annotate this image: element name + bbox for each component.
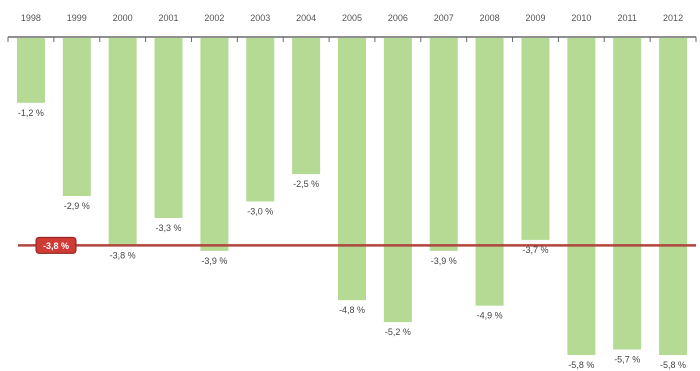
bar <box>108 38 137 246</box>
value-label: -3,8 % <box>110 250 136 260</box>
bar <box>200 38 229 251</box>
year-label: 2010 <box>571 13 591 23</box>
bar <box>475 38 504 306</box>
reference-label: -3,8 % <box>43 241 69 251</box>
year-label: 2000 <box>113 13 133 23</box>
year-label: 2001 <box>159 13 179 23</box>
value-label: -3,9 % <box>201 256 227 266</box>
value-label: -3,9 % <box>431 256 457 266</box>
year-label: 2012 <box>663 13 683 23</box>
bar <box>246 38 275 202</box>
bar <box>567 38 596 356</box>
year-label: 2007 <box>434 13 454 23</box>
value-label: -4,9 % <box>477 311 503 321</box>
bar <box>154 38 183 218</box>
year-label: 2009 <box>525 13 545 23</box>
year-label: 2004 <box>296 13 316 23</box>
value-labels: -1,2 % -2,9 % -3,8 % -3,3 % -3,9 % -3,0 % -2,5… <box>18 108 686 370</box>
year-label: 2006 <box>388 13 408 23</box>
value-label: -3,0 % <box>247 207 273 217</box>
bar <box>383 38 412 323</box>
bar <box>16 38 45 103</box>
value-label: -2,5 % <box>293 179 319 189</box>
value-label: -5,7 % <box>614 355 640 365</box>
axis-ticks <box>7 37 697 42</box>
year-label: 1999 <box>67 13 87 23</box>
value-label: -5,8 % <box>568 360 594 370</box>
year-labels: 1998 1999 2000 2001 2002 2003 2004 2005 2006 2007… <box>21 13 683 23</box>
reference-line-group: -3,8 % <box>18 236 696 254</box>
value-label: -5,2 % <box>385 327 411 337</box>
bar <box>338 38 366 301</box>
bar <box>521 38 550 240</box>
bars <box>16 38 688 356</box>
value-label: -3,7 % <box>522 245 548 255</box>
year-label: 2005 <box>342 13 362 23</box>
bar <box>613 38 642 350</box>
value-label: -5,8 % <box>660 360 686 370</box>
value-label: -2,9 % <box>64 201 90 211</box>
year-label: 2002 <box>204 13 224 23</box>
bar <box>429 38 458 251</box>
value-label: -4,8 % <box>339 305 365 315</box>
bar <box>659 38 688 356</box>
value-label: -3,3 % <box>156 223 182 233</box>
year-label: 2008 <box>480 13 500 23</box>
bar <box>292 38 321 175</box>
reference-badge <box>35 236 77 254</box>
year-label: 2003 <box>250 13 270 23</box>
year-label: 2011 <box>618 13 637 23</box>
year-label: 1998 <box>21 13 41 23</box>
value-label: -1,2 % <box>18 108 44 118</box>
bar <box>62 38 91 197</box>
